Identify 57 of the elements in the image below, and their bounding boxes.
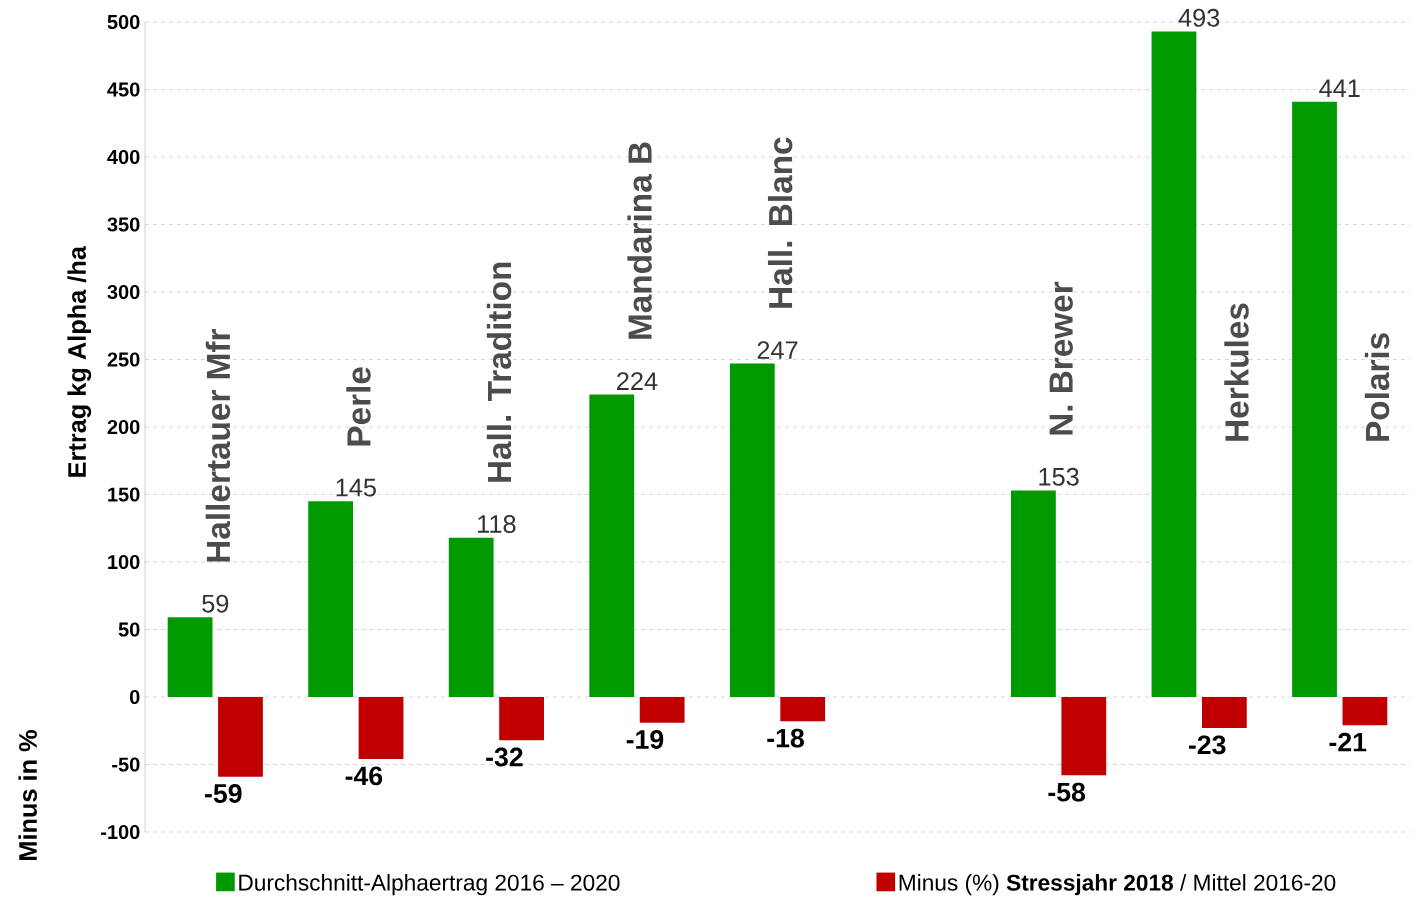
y-tick-label: 50 [118, 622, 140, 637]
data-label: -32 [486, 747, 523, 767]
data-label: 493 [1178, 8, 1220, 27]
bar [639, 697, 685, 723]
bar [589, 394, 635, 697]
x-tick-label: Herkules [1224, 303, 1249, 441]
bar [1201, 697, 1247, 729]
data-label: -19 [626, 730, 664, 749]
y-tick-label: -100 [101, 824, 140, 840]
data-label: 441 [1319, 79, 1360, 97]
y-tick-label: 0 [129, 689, 140, 705]
data-label: -23 [1188, 735, 1226, 755]
bar [218, 697, 263, 777]
data-label: 59 [202, 594, 229, 613]
legend-label: Minus (%) Stressjahr 2018 / Mittel 2016-20 [899, 874, 1336, 896]
text: Minus in % [18, 730, 37, 861]
bar [358, 697, 404, 760]
data-label: -59 [205, 784, 242, 803]
y-tick-label: 400 [107, 149, 140, 165]
x-tick-label: Hallertauer Mfr [205, 329, 231, 562]
x-tick-label: Perle [346, 367, 371, 446]
x-tick-label: Hall. Blanc [767, 137, 793, 308]
y-tick-label: 250 [107, 352, 140, 367]
y-tick-label: 100 [108, 554, 140, 570]
y-tick-label: 500 [107, 14, 140, 30]
bar [1342, 697, 1388, 726]
data-label: 118 [478, 515, 516, 533]
data-label: -58 [1048, 782, 1086, 802]
data-label: 145 [336, 478, 376, 497]
y-tick-label: 450 [107, 82, 140, 97]
data-label: 247 [757, 341, 798, 359]
bar [729, 363, 775, 697]
data-label: -46 [345, 766, 383, 786]
y-axis-title: Ertrag kg Alpha /ha [67, 245, 92, 477]
bar [780, 697, 826, 722]
y-tick-label: 300 [107, 284, 140, 300]
y-tick-label: 150 [108, 487, 140, 502]
x-tick-label: N. Brewer [1049, 281, 1073, 435]
y-tick-label: -50 [112, 757, 140, 772]
bar [308, 501, 354, 697]
y-tick-label: 200 [107, 419, 140, 435]
bar [1151, 31, 1197, 697]
bar [448, 537, 494, 697]
data-label: -18 [767, 728, 804, 748]
data-label: -21 [1329, 732, 1367, 752]
bar [499, 697, 544, 741]
legend-label: Durchschnitt-Alphaertrag 2016 – 2020 [239, 874, 620, 896]
x-tick-label: Polaris [1364, 333, 1390, 441]
bar [1011, 490, 1056, 697]
data-label: 224 [617, 372, 658, 390]
bar [1292, 101, 1337, 697]
bar [1061, 697, 1107, 776]
bar [167, 617, 213, 697]
x-tick-label: Hall. Tradition [486, 262, 512, 482]
data-label: 153 [1039, 467, 1079, 486]
y-tick-label: 350 [107, 217, 140, 232]
x-tick-label: Mandarina B [627, 142, 652, 339]
